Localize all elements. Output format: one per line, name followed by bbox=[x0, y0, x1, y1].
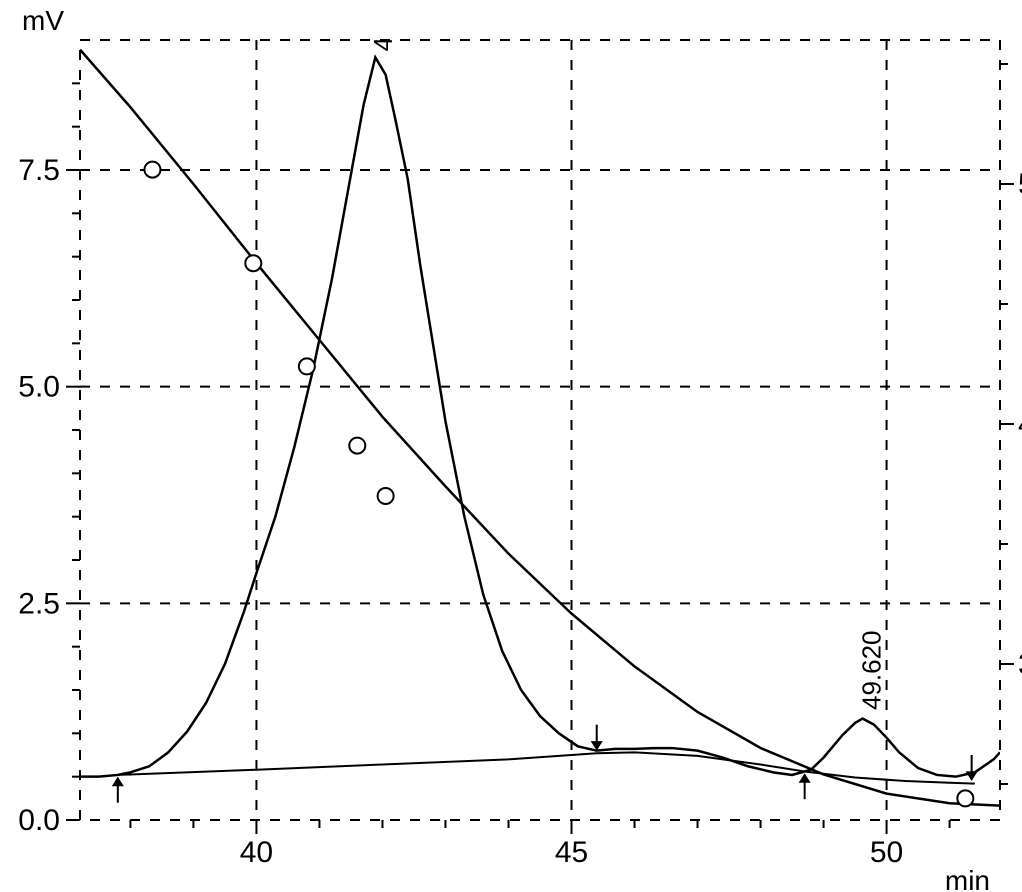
x-tick-label: 50 bbox=[870, 836, 903, 869]
calibration-marker bbox=[299, 358, 315, 374]
calibration-marker bbox=[378, 488, 394, 504]
calibration-marker bbox=[957, 790, 973, 806]
chart-svg: 404550min0.02.55.07.5mV34541.88749.620 bbox=[0, 0, 1022, 892]
y-left-tick-label: 2.5 bbox=[18, 587, 60, 620]
y-right-tick-label: 3 bbox=[1018, 648, 1022, 681]
x-tick-label: 45 bbox=[555, 836, 588, 869]
chromatogram-chart: 404550min0.02.55.07.5mV34541.88749.620 bbox=[0, 0, 1022, 892]
calibration-marker bbox=[349, 438, 365, 454]
calibration-marker bbox=[245, 255, 261, 271]
x-tick-label: 40 bbox=[240, 836, 273, 869]
y-left-axis-label: mV bbox=[22, 5, 64, 36]
calibration-marker bbox=[144, 162, 160, 178]
y-right-tick-label: 4 bbox=[1018, 408, 1022, 441]
x-axis-label: min bbox=[945, 865, 990, 892]
y-left-tick-label: 5.0 bbox=[18, 371, 60, 404]
y-left-tick-label: 0.0 bbox=[18, 804, 60, 837]
y-right-tick-label: 5 bbox=[1018, 168, 1022, 201]
y-left-tick-label: 7.5 bbox=[18, 154, 60, 187]
peak-label: 49.620 bbox=[856, 630, 886, 710]
